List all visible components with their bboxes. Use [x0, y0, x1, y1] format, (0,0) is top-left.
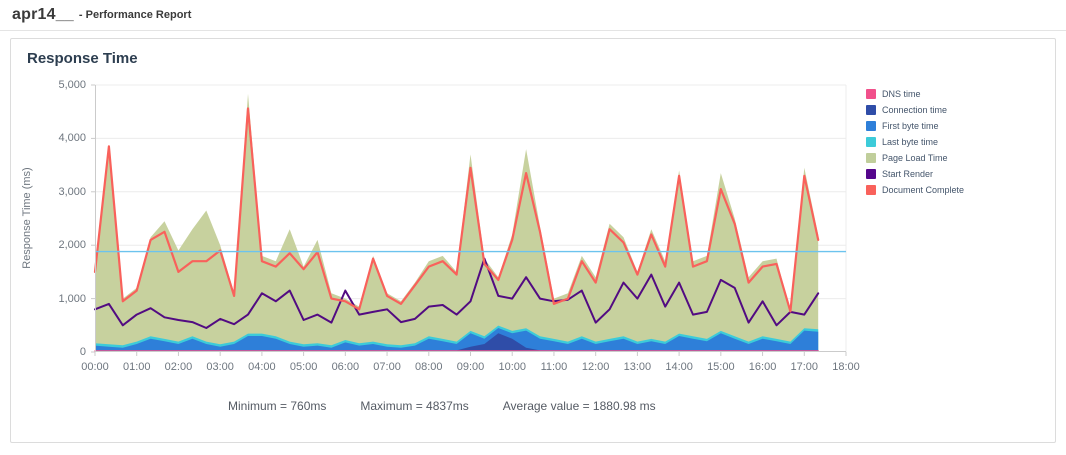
legend-swatch-icon: [866, 137, 876, 147]
legend-label: DNS time: [882, 89, 921, 99]
x-tick-label: 03:00: [206, 361, 234, 373]
x-tick-label: 01:00: [122, 361, 151, 373]
series-area-page_load: [95, 93, 819, 352]
x-tick-label: 18:00: [832, 361, 860, 373]
stat-minimum: Minimum = 760ms: [228, 399, 327, 413]
x-tick-label: 00:00: [81, 361, 109, 373]
stat-average: Average value = 1880.98 ms: [502, 399, 656, 413]
y-tick-label: 2,000: [58, 239, 86, 252]
report-suffix-title: - Performance Report: [78, 9, 192, 21]
legend-item-dns-time[interactable]: DNS time: [866, 89, 964, 99]
legend-item-document-complete[interactable]: Document Complete: [866, 185, 964, 195]
x-tick-label: 05:00: [289, 361, 318, 373]
chart-title: Response Time: [27, 50, 138, 67]
legend-label: Document Complete: [882, 185, 965, 195]
legend-label: Connection time: [882, 105, 948, 115]
legend-item-first-byte-time[interactable]: First byte time: [866, 121, 964, 131]
x-tick-label: 09:00: [456, 361, 485, 373]
legend-swatch-icon: [866, 89, 876, 99]
y-tick-label: 1,000: [58, 292, 86, 305]
x-tick-label: 02:00: [164, 361, 193, 373]
x-tick-label: 04:00: [248, 361, 276, 373]
legend-label: Start Render: [882, 169, 934, 179]
x-tick-label: 10:00: [498, 361, 526, 373]
y-tick-label: 4,000: [58, 132, 86, 145]
legend-label: Last byte time: [882, 137, 939, 147]
stat-maximum: Maximum = 4837ms: [360, 399, 469, 413]
legend-label: First byte time: [882, 121, 939, 131]
legend-item-page-load-time[interactable]: Page Load Time: [866, 153, 964, 163]
report-name: apr14__: [12, 6, 74, 23]
x-tick-label: 12:00: [581, 361, 610, 373]
series-line-start_render: [94, 257, 820, 329]
legend-item-start-render[interactable]: Start Render: [866, 169, 964, 179]
legend-swatch-icon: [866, 121, 876, 131]
y-tick-label: 5,000: [58, 79, 86, 91]
x-tick-label: 07:00: [373, 361, 401, 373]
legend-swatch-icon: [866, 169, 876, 179]
legend-swatch-icon: [866, 105, 876, 115]
y-axis-label: Response Time (ms): [21, 167, 33, 269]
legend-swatch-icon: [866, 185, 876, 195]
chart-legend: DNS time Connection time First byte time La…: [866, 89, 964, 201]
response-time-chart[interactable]: Response Time (ms) 0 1,000 2,000 3,000 4,000…: [11, 39, 1055, 442]
response-time-card: Response Time Response Time (ms) 0 1,000 2…: [10, 38, 1056, 443]
x-tick-label: 06:00: [331, 361, 360, 373]
x-tick-label: 13:00: [623, 361, 652, 373]
y-tick-label: 0: [79, 346, 86, 358]
x-tick-label: 16:00: [748, 361, 777, 373]
x-tick-label: 08:00: [415, 361, 443, 373]
y-tick-label: 3,000: [58, 185, 86, 198]
chart-stats-row: Minimum = 760ms Maximum = 4837ms Average…: [228, 399, 656, 413]
x-tick-label: 11:00: [540, 361, 568, 373]
chart-plot-area[interactable]: [91, 84, 847, 356]
legend-label: Page Load Time: [882, 153, 948, 163]
legend-item-connection-time[interactable]: Connection time: [866, 105, 964, 115]
x-tick-label: 14:00: [665, 361, 693, 373]
series-area-first_byte: [95, 328, 819, 352]
legend-swatch-icon: [866, 153, 876, 163]
x-tick-label: 15:00: [707, 361, 735, 373]
page-header: apr14__ - Performance Report: [0, 0, 1066, 31]
legend-item-last-byte-time[interactable]: Last byte time: [866, 137, 964, 147]
series-line-document_complete: [93, 107, 820, 313]
x-tick-label: 17:00: [790, 361, 819, 373]
